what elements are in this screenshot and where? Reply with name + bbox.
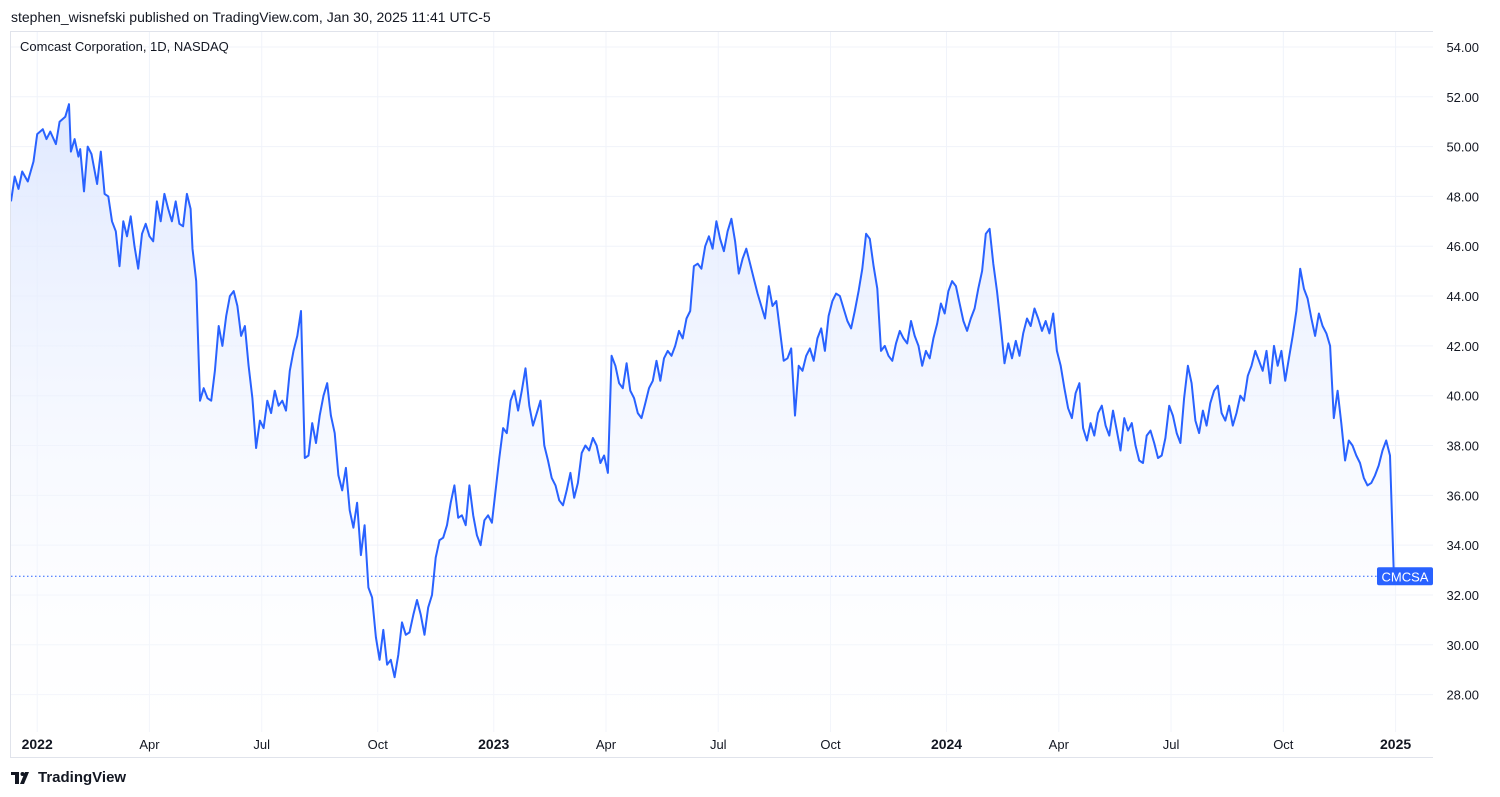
- x-tick-label: Apr: [1049, 737, 1070, 752]
- y-tick-label: 28.00: [1446, 688, 1479, 703]
- y-tick-label: 32.00: [1446, 588, 1479, 603]
- x-tick-label: Jul: [1163, 737, 1180, 752]
- tradingview-logo[interactable]: TradingView: [11, 769, 126, 786]
- tradingview-logo-text: TradingView: [38, 769, 127, 786]
- y-tick-label: 34.00: [1446, 538, 1479, 553]
- y-tick-label: 52.00: [1446, 90, 1479, 105]
- x-tick-label: 2024: [931, 736, 962, 752]
- x-tick-label: Oct: [820, 737, 841, 752]
- chart-title: Comcast Corporation, 1D, NASDAQ: [20, 39, 229, 54]
- tradingview-logo-icon: [11, 771, 29, 784]
- x-tick-label: 2023: [478, 736, 509, 752]
- x-tick-label: Apr: [596, 737, 617, 752]
- y-tick-label: 44.00: [1446, 289, 1479, 304]
- y-tick-label: 30.00: [1446, 638, 1479, 653]
- price-area-fill: [11, 104, 1396, 732]
- y-tick-label: 54.00: [1446, 40, 1479, 55]
- x-axis: 2022 Apr Jul Oct 2023 Apr Jul Oct 2024 Apr Jul Oct 2…: [22, 736, 1412, 752]
- y-axis: 54.00 52.00 50.00 48.00 46.00 44.00 42.00 40.00…: [1446, 40, 1479, 703]
- x-tick-label: Jul: [710, 737, 727, 752]
- x-tick-label: Oct: [368, 737, 389, 752]
- ticker-badge-bg: [1377, 567, 1433, 586]
- ticker-badge-label: CMCSA: [1382, 569, 1429, 584]
- x-tick-label: Oct: [1273, 737, 1294, 752]
- y-tick-label: 38.00: [1446, 439, 1479, 454]
- y-tick-label: 42.00: [1446, 339, 1479, 354]
- x-tick-label: Jul: [253, 737, 270, 752]
- y-tick-label: 46.00: [1446, 239, 1479, 254]
- price-line[interactable]: [11, 103, 1397, 679]
- publisher-caption: stephen_wisnefski published on TradingVi…: [11, 9, 491, 25]
- y-tick-label: 48.00: [1446, 189, 1479, 204]
- chart-frame: [10, 31, 1433, 758]
- x-tick-label: Apr: [139, 737, 160, 752]
- y-tick-label: 40.00: [1446, 389, 1479, 404]
- y-tick-label: 50.00: [1446, 140, 1479, 155]
- y-tick-label: 36.00: [1446, 488, 1479, 503]
- x-tick-label: 2022: [22, 736, 53, 752]
- x-tick-label: 2025: [1380, 736, 1411, 752]
- ticker-badge[interactable]: CMCSA: [1377, 567, 1433, 586]
